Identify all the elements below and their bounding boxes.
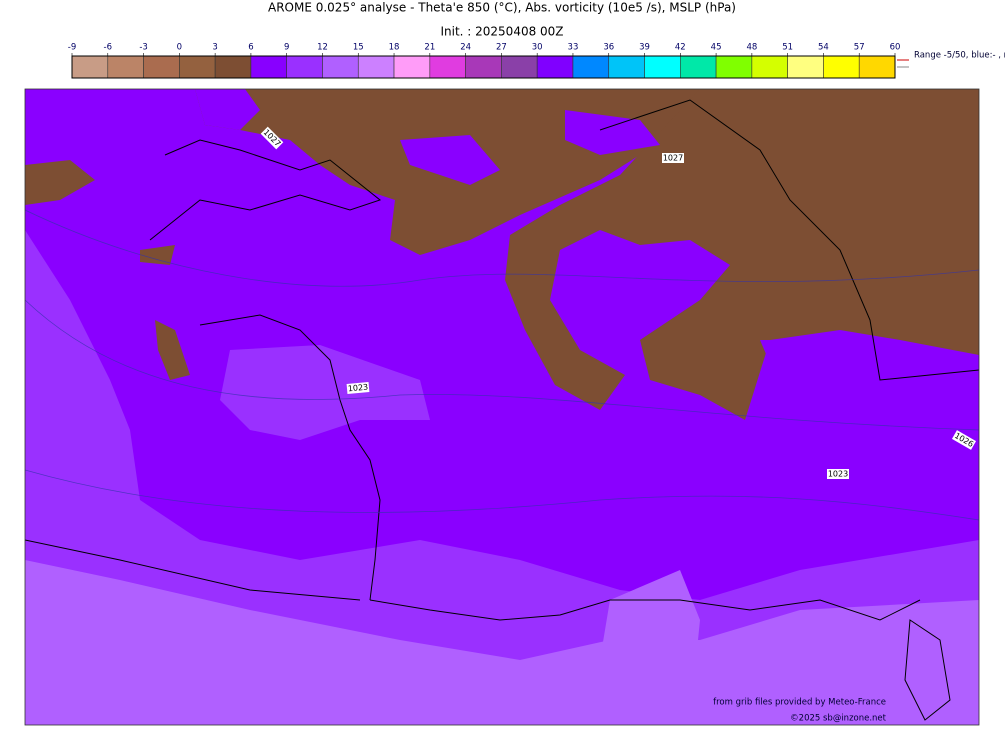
field-region (25, 250, 110, 440)
colorbar-tick-label: 42 (675, 43, 686, 53)
isobar-label-box (827, 469, 849, 479)
colorbar-tick-label: -9 (68, 43, 76, 53)
colorbar-box (572, 55, 610, 79)
isobar-label: 1023 (346, 382, 370, 394)
colorbar-tick-label: 51 (782, 43, 793, 53)
copyright: ©2025 sb@inzone.net (790, 714, 887, 724)
colorbar-box (107, 55, 144, 79)
colorbar-box (71, 55, 109, 79)
map-frame (24, 88, 980, 726)
colorbar-box (608, 55, 645, 79)
land-cold (155, 320, 190, 380)
field-region (25, 560, 979, 725)
isobar-label-text: 1023 (347, 383, 368, 394)
colorbar-tick-label: 3 (212, 43, 217, 53)
isobar-label-box (951, 430, 977, 450)
colorbar-frame (71, 55, 896, 79)
isobars (25, 209, 979, 521)
colorbar-box (286, 55, 323, 79)
colorbar-box (250, 55, 287, 79)
colorbar-tick-label: 12 (317, 43, 328, 53)
field-region (600, 570, 700, 725)
colorbar-box (179, 55, 216, 79)
field-region (220, 345, 430, 440)
land-cold (505, 89, 979, 420)
colorbar-tick-label: -6 (104, 43, 112, 53)
colorbar-tick-label: 27 (496, 43, 507, 53)
field-region (400, 135, 500, 185)
colorbar-box (322, 55, 359, 79)
isobar-label-text: 1027 (663, 154, 683, 163)
colorbar-box (751, 55, 788, 79)
colorbar-tick-label: 39 (639, 43, 650, 53)
field-region (760, 340, 979, 470)
colorbar-tick-label: 0 (177, 43, 182, 53)
colorbar-box (357, 55, 395, 79)
colorbar-tick-label: 24 (460, 43, 471, 53)
colorbar-tick-label: 9 (284, 43, 289, 53)
colorbar-box (823, 55, 860, 79)
colorbar-tick-label: 15 (353, 43, 364, 53)
colorbar-box (143, 55, 180, 79)
land-cold (140, 245, 175, 265)
colorbar-box (715, 55, 753, 79)
colorbar-box (644, 55, 681, 79)
colorbar-tick-label: 45 (711, 43, 722, 53)
colorbar-tick-label: 21 (424, 43, 435, 53)
isobar-label-box (662, 153, 684, 163)
colorbar-tick-label: 6 (248, 43, 253, 53)
colorbar-box (787, 55, 824, 79)
land-cold (25, 160, 95, 205)
colorbar-tick-label: 33 (568, 43, 579, 53)
field-region (25, 230, 979, 725)
colorbar-tick-label: 57 (854, 43, 865, 53)
source-credit: from grib files provided by Meteo-France (713, 698, 886, 708)
map (25, 89, 979, 725)
field-region (565, 110, 660, 155)
init-time: Init. : 20250408 00Z (440, 25, 563, 39)
colorbar-box (858, 55, 896, 79)
colorbar-box (536, 55, 574, 79)
range-note: Range -5/50, blue:- , r (914, 51, 1005, 61)
colorbar-box (214, 55, 252, 79)
colorbar: -9 -6 -3 0 3 6 9 12 15 18 21 24 27 30 33 36 39 42 45 48 51 54… (68, 43, 901, 79)
colorbar-tick-label: 36 (603, 43, 614, 53)
isobar-label: 1027 (662, 153, 684, 163)
colorbar-box (429, 55, 466, 79)
isobar-label: 1023 (827, 469, 849, 479)
colorbar-box (680, 55, 717, 79)
colorbar-box (501, 55, 538, 79)
isobar-label-box (260, 126, 284, 150)
isobar-label-text: 1023 (828, 470, 848, 479)
isobar-label-box (346, 382, 370, 394)
colorbar-tick-label: 54 (818, 43, 829, 53)
field-region (25, 89, 260, 130)
colorbar-tick-label: 18 (389, 43, 400, 53)
colorbar-tick-label: 30 (532, 43, 543, 53)
title: AROME 0.025° analyse - Theta'e 850 (°C),… (268, 1, 736, 15)
colorbar-box (465, 55, 502, 79)
colorbar-box (393, 55, 431, 79)
colorbar-tick-label: 48 (746, 43, 757, 53)
coastlines (25, 99, 979, 721)
colorbar-tick-label: 60 (890, 43, 901, 53)
colorbar-tick-label: -3 (139, 43, 147, 53)
